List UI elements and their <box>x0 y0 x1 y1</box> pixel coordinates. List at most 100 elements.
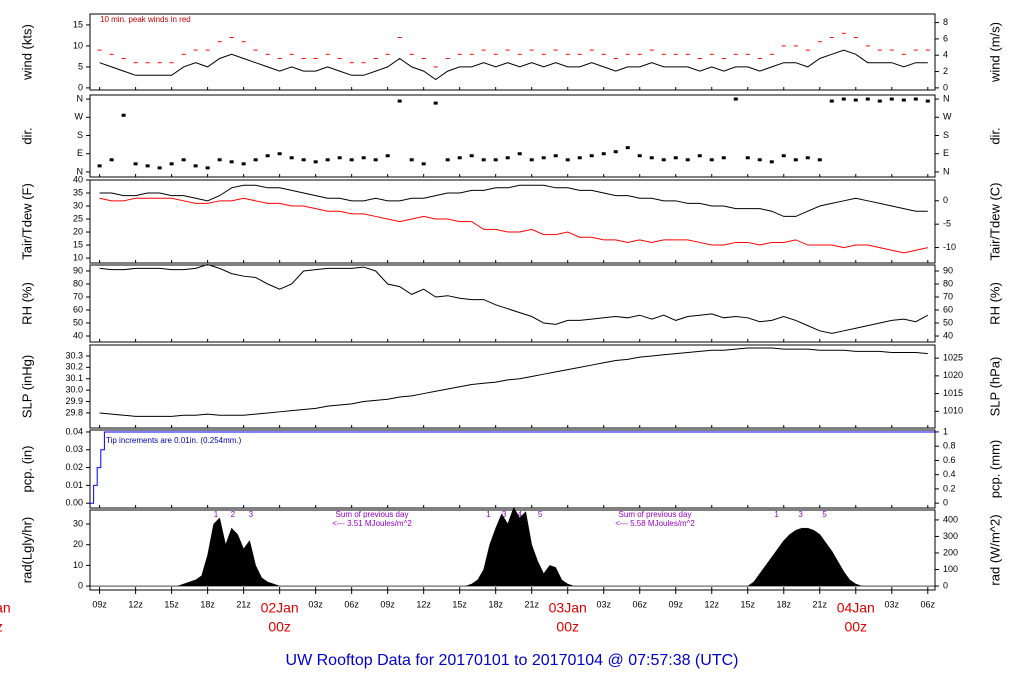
y2-axis-label: pcp. (mm) <box>987 440 1002 499</box>
y2-tick-label: 1 <box>943 426 948 436</box>
y-axis-label: SLP (inHg) <box>19 355 34 418</box>
dir-point <box>577 156 582 160</box>
y2-tick-label: 0.2 <box>943 483 956 493</box>
radiation-note: <--- 3.51 MJoules/m^2 <box>332 519 412 528</box>
dir-point <box>313 160 318 164</box>
y2-tick-label: 1020 <box>943 370 963 380</box>
x-tick-label: 12z <box>128 599 143 609</box>
y2-tick-label: 80 <box>943 278 953 288</box>
hour-marker: 5 <box>822 510 827 519</box>
dir-point <box>277 152 282 156</box>
y-tick-label: 30 <box>73 200 83 210</box>
dir-point <box>181 158 186 162</box>
panel-frame <box>89 179 936 264</box>
dir-point <box>529 158 534 162</box>
y2-tick-label: 70 <box>943 291 953 301</box>
dir-point <box>157 166 162 170</box>
x-tick-label: 03z <box>596 599 611 609</box>
dir-point <box>361 156 366 160</box>
y-tick-label: 0 <box>78 82 83 92</box>
x-tick-label: 06z <box>632 599 647 609</box>
hour-marker: 4 <box>517 510 522 519</box>
x-tick-label: 21z <box>236 599 251 609</box>
y2-tick-label: E <box>943 148 949 158</box>
x-tick-label: 15z <box>164 599 179 609</box>
dir-point <box>925 99 930 103</box>
y-tick-label: 0.03 <box>65 444 83 454</box>
y-tick-label: N <box>77 93 84 103</box>
dir-point <box>769 160 774 164</box>
x-date-sublabel: 00z <box>268 619 291 635</box>
dir-point <box>505 156 510 160</box>
panel-frame <box>89 429 936 509</box>
dir-point <box>349 158 354 162</box>
x-tick-label: 03z <box>308 599 323 609</box>
y-tick-label: 0 <box>78 580 83 590</box>
y-tick-label: 90 <box>73 265 83 275</box>
dir-point <box>589 154 594 158</box>
panel-note: Tip increments are 0.01in. (0.254mm.) <box>106 436 242 445</box>
dir-point <box>229 160 234 164</box>
y-tick-label: 30.2 <box>65 362 83 372</box>
x-tick-label: 06z <box>921 599 936 609</box>
y2-tick-label: 0 <box>943 498 948 508</box>
y-tick-label: W <box>75 112 84 122</box>
x-tick-label: 21z <box>524 599 539 609</box>
dir-point <box>721 156 726 160</box>
x-date-label: 01Jan <box>0 600 11 616</box>
y2-axis-label: RH (%) <box>987 282 1002 325</box>
dir-point <box>625 146 630 150</box>
dir-point <box>217 158 222 162</box>
series-line <box>99 184 928 217</box>
y2-tick-label: -5 <box>943 219 951 229</box>
y-tick-label: 29.8 <box>65 407 83 417</box>
dir-point <box>385 154 390 158</box>
y2-axis-label: rad (W/m^2) <box>987 514 1002 585</box>
y2-tick-label: 60 <box>943 304 953 314</box>
y-tick-label: S <box>77 130 83 140</box>
y-tick-label: 30.0 <box>65 385 83 395</box>
dir-point <box>373 158 378 162</box>
y2-tick-label: 100 <box>943 564 958 574</box>
y2-tick-label: 50 <box>943 317 953 327</box>
series-line <box>99 197 928 254</box>
dir-point <box>853 98 858 102</box>
hour-marker: 3 <box>502 510 507 519</box>
y-tick-label: 50 <box>73 317 83 327</box>
dir-point <box>301 158 306 162</box>
dir-point <box>745 156 750 160</box>
y-tick-label: 40 <box>73 330 83 340</box>
dir-point <box>889 97 894 101</box>
x-tick-label: 15z <box>740 599 755 609</box>
dir-point <box>697 154 702 158</box>
y-tick-label: 80 <box>73 278 83 288</box>
y2-tick-label: 0.4 <box>943 469 956 479</box>
y2-tick-label: 0 <box>943 195 948 205</box>
y2-tick-label: 200 <box>943 547 958 557</box>
y-tick-label: 30 <box>73 518 83 528</box>
x-tick-label: 06z <box>344 599 359 609</box>
dir-point <box>637 154 642 158</box>
y-axis-label: wind (kts) <box>19 24 34 81</box>
dir-point <box>445 158 450 162</box>
dir-point <box>433 101 438 105</box>
y-tick-label: 29.9 <box>65 396 83 406</box>
y-tick-label: 60 <box>73 304 83 314</box>
dir-point <box>133 162 138 166</box>
x-tick-label: 09z <box>668 599 683 609</box>
dir-point <box>289 156 294 160</box>
dir-point <box>649 156 654 160</box>
hour-marker: 5 <box>538 510 543 519</box>
x-date-sublabel: 00z <box>556 619 579 635</box>
y2-tick-label: 400 <box>943 514 958 524</box>
dir-point <box>421 162 426 166</box>
dir-point <box>121 113 126 117</box>
y-tick-label: 35 <box>73 187 83 197</box>
y2-tick-label: -10 <box>943 242 956 252</box>
dir-point <box>481 158 486 162</box>
y-axis-label: dir. <box>19 127 34 144</box>
dir-point <box>541 156 546 160</box>
x-tick-label: 09z <box>92 599 107 609</box>
dir-point <box>469 154 474 158</box>
